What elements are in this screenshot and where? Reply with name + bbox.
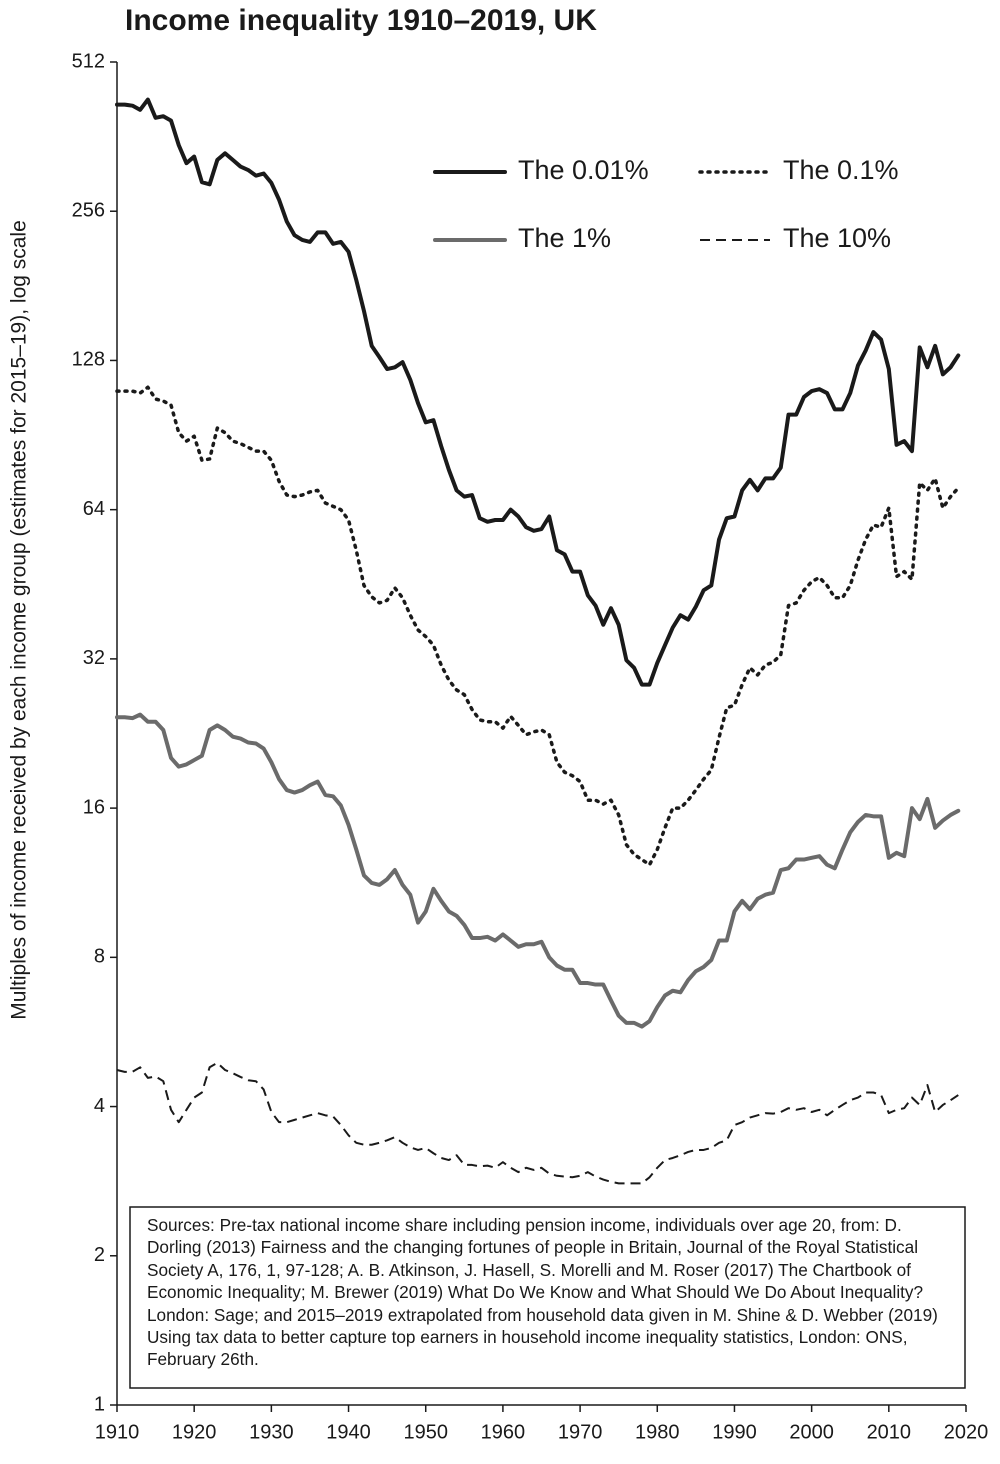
legend-label: The 10%: [783, 223, 891, 253]
x-tick-label: 1920: [172, 1421, 217, 1443]
y-tick-label: 64: [83, 498, 105, 520]
data-line: [115, 385, 961, 867]
y-axis-label: Multiples of income received by each inc…: [8, 220, 31, 1020]
x-tick-label: 1990: [712, 1421, 757, 1443]
annotation-box: [129, 1206, 966, 1389]
legend-label: The 1%: [518, 223, 611, 253]
chart-title: Income inequality 1910–2019, UK: [125, 4, 597, 37]
legend-label: The 0.1%: [783, 155, 899, 185]
x-tick-label: 1960: [481, 1421, 526, 1443]
x-tick-label: 1930: [249, 1421, 294, 1443]
x-tick-label: 1950: [403, 1421, 448, 1443]
y-tick-label: 32: [83, 647, 105, 669]
y-tick-label: 256: [72, 200, 105, 222]
x-tick-label: 2010: [867, 1421, 912, 1443]
x-tick-label: 2020: [944, 1421, 989, 1443]
x-tick-label: 1940: [326, 1421, 371, 1443]
y-tick-label: 1: [94, 1393, 105, 1415]
x-tick-label: 1970: [558, 1421, 603, 1443]
x-tick-label: 2000: [789, 1421, 834, 1443]
legend-label: The 0.01%: [518, 155, 649, 185]
x-tick-label: 1980: [635, 1421, 680, 1443]
x-tick-label: 1910: [95, 1421, 140, 1443]
y-tick-label: 128: [72, 349, 105, 371]
y-tick-label: 16: [83, 796, 105, 818]
data-line: [116, 1061, 959, 1185]
data-line: [115, 712, 961, 1029]
y-tick-label: 4: [94, 1095, 105, 1117]
data-line: [115, 97, 961, 687]
annotation: Sources: Pre-tax national income share i…: [147, 1215, 938, 1370]
y-tick-label: 8: [94, 946, 105, 968]
y-tick-label: 512: [72, 50, 105, 72]
y-tick-label: 2: [94, 1244, 105, 1266]
